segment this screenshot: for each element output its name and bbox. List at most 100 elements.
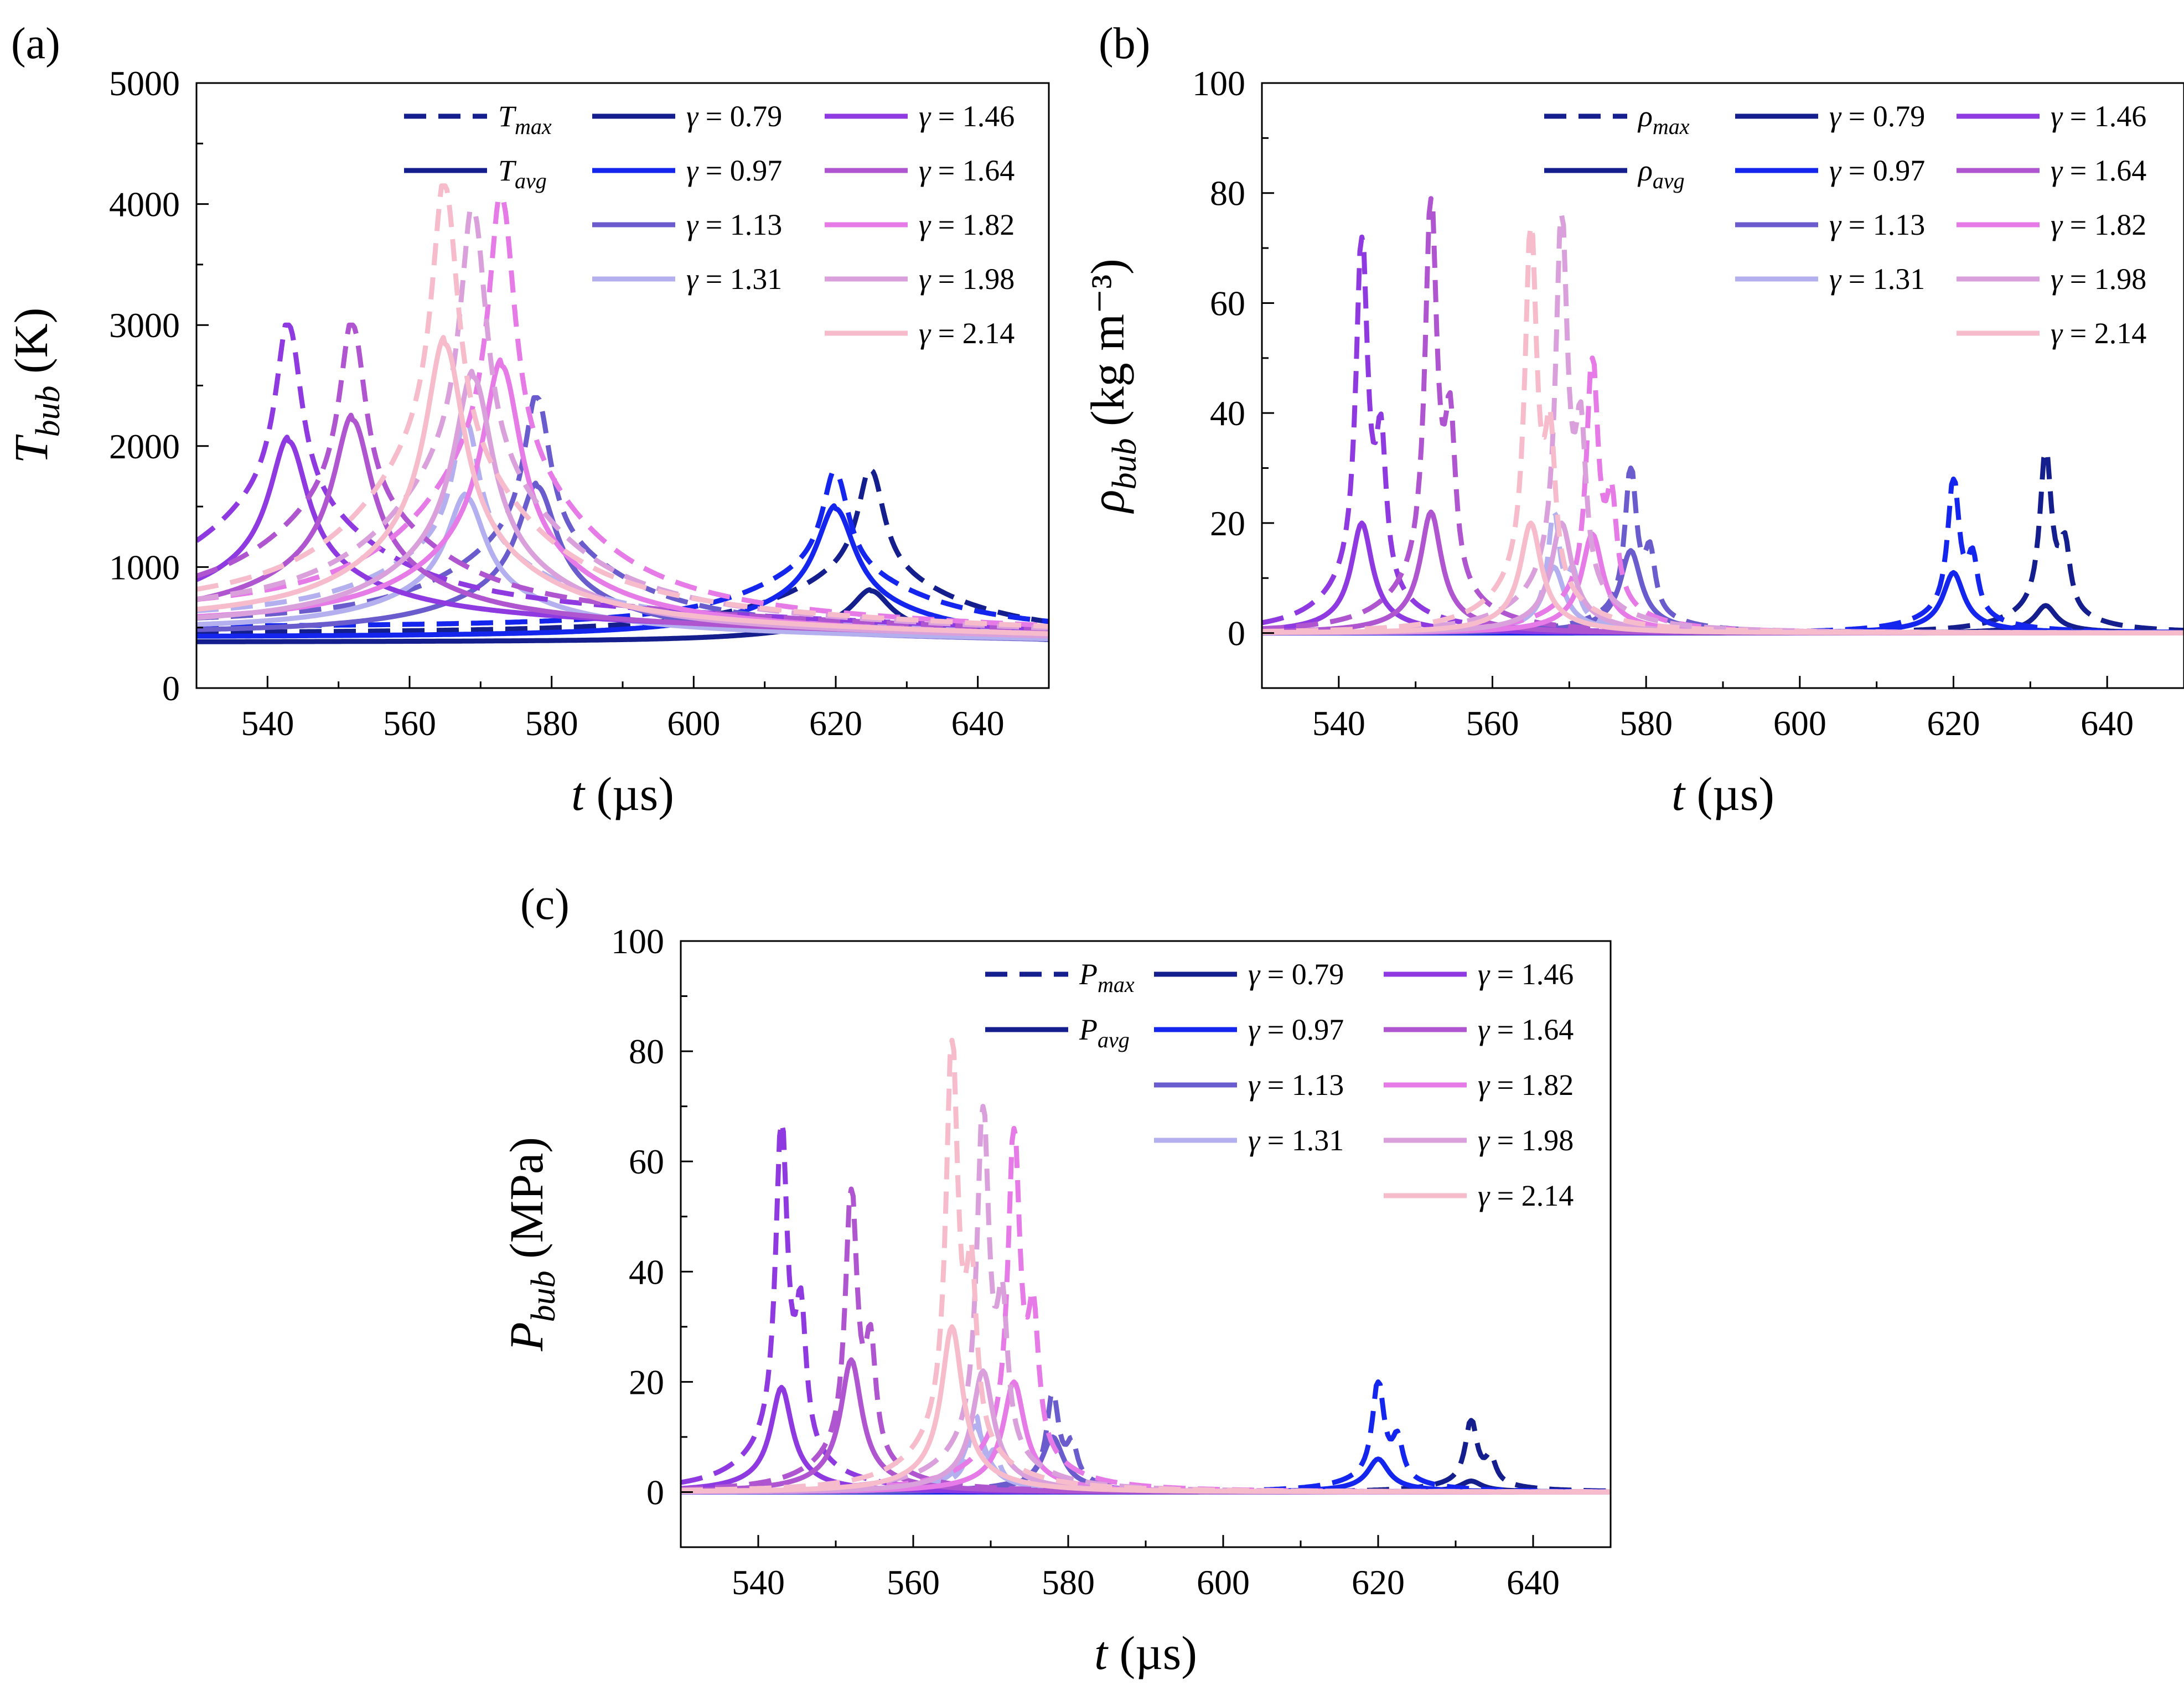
legend-label-gamma-1.31: γ = 1.31 [686,262,782,296]
y-tick-label: 60 [629,1142,664,1181]
series-avg-gamma-1.46 [681,1384,1611,1495]
series-avg-gamma-2.14 [1262,520,2184,635]
series-max-gamma-1.82 [1262,355,2184,635]
legend-label-gamma-2.14: γ = 2.14 [919,317,1015,350]
x-tick-label: 580 [1042,1563,1095,1602]
series-avg-gamma-2.14 [196,335,1049,637]
legend-label-gamma-1.13: γ = 1.13 [686,208,782,241]
y-tick-label: 20 [1210,504,1245,543]
series-max-gamma-2.14 [196,183,1049,629]
legend-label-gamma-0.79: γ = 0.79 [686,100,782,133]
series-max-gamma-1.98 [1262,213,2184,635]
chart-panel-a: 540 560 580 600 620 640 0 1000 2000 3000 4000 5000 t… [4,19,1050,820]
legend-label-gamma-1.31: γ = 1.31 [1829,262,1925,296]
axes-frame [1261,82,2184,689]
legend-label-gamma-1.64: γ = 1.64 [919,154,1015,187]
x-tick-label: 640 [2081,704,2134,743]
plot-area [196,183,1049,644]
x-tick-label: 600 [1197,1563,1250,1602]
x-tick-label: 560 [383,704,436,743]
x-tick-label: 580 [525,704,578,743]
series-max-gamma-2.14 [1262,223,2184,635]
x-tick-label: 540 [241,704,294,743]
chart-panel-c: 540 560 580 600 620 640 0 20 40 60 80 100 t (µs) Pbub… [500,880,1612,1679]
y-tick-label: 0 [646,1472,664,1512]
legend-label-gamma-1.46: γ = 1.46 [2051,100,2146,133]
x-tick-label: 620 [1927,704,1980,743]
y-tick-label: 1000 [109,547,180,587]
y-tick-label: 2000 [109,427,180,466]
x-tick-label: 540 [1312,704,1365,743]
legend-label-gamma-2.14: γ = 2.14 [2051,317,2146,350]
series-max-gamma-1.82 [196,195,1049,628]
legend-label-avg: ρavg [1637,154,1685,193]
x-tick-label: 560 [887,1563,940,1602]
x-tick-label: 560 [1466,704,1519,743]
legend-label-gamma-1.82: γ = 1.82 [1478,1068,1574,1102]
legend-label-gamma-1.98: γ = 1.98 [1478,1124,1574,1157]
legend-label-max: Tmax [498,100,552,139]
series-max-gamma-0.79 [196,468,1049,635]
x-tick-label: 580 [1619,704,1673,743]
legend-label-gamma-1.31: γ = 1.31 [1248,1124,1344,1157]
x-axis-label: t (µs) [571,767,674,820]
y-tick-label: 0 [162,669,180,708]
legend-label-gamma-2.14: γ = 2.14 [1478,1179,1574,1212]
legend-label-max: Pmax [1079,958,1135,997]
y-tick-label: 80 [1210,174,1245,213]
x-axis-label: t (µs) [1094,1626,1197,1679]
legend: Tmax Tavg γ = 0.79 γ = 0.97 γ = 1.13 γ = 1.31… [404,100,1015,350]
y-axis-label: ρbub (kg m⁻³) [1081,259,1143,514]
y-axis-label: Tbub (K) [4,308,67,464]
plot-area [681,1037,1611,1495]
panel-label: (b) [1099,19,1150,68]
legend-label-gamma-1.46: γ = 1.46 [1478,958,1574,991]
y-tick-label: 0 [1228,614,1245,653]
series-max-gamma-1.82 [681,1126,1611,1495]
series-avg-gamma-0.97 [196,503,1049,639]
y-tick-label: 80 [629,1032,664,1071]
x-tick-label: 620 [809,704,862,743]
x-tick-label: 640 [1507,1563,1560,1602]
legend-label-gamma-0.97: γ = 0.97 [686,154,782,187]
legend-label-gamma-1.82: γ = 1.82 [2051,208,2146,241]
y-tick-label: 100 [611,922,664,961]
panel-label: (a) [11,19,60,68]
legend-label-gamma-1.13: γ = 1.13 [1829,208,1925,241]
legend-label-gamma-0.79: γ = 0.79 [1248,958,1344,991]
x-tick-label: 600 [667,704,720,743]
legend-label-gamma-1.82: γ = 1.82 [919,208,1015,241]
series-avg-gamma-1.13 [1262,548,2184,635]
series-max-gamma-1.64 [681,1186,1611,1495]
x-tick-label: 620 [1352,1563,1405,1602]
legend-label-gamma-1.46: γ = 1.46 [919,100,1015,133]
y-tick-label: 40 [1210,394,1245,433]
series-max-gamma-1.64 [1262,196,2184,635]
series-max-gamma-1.98 [681,1104,1611,1495]
legend-label-gamma-1.13: γ = 1.13 [1248,1068,1344,1102]
legend-label-gamma-1.64: γ = 1.64 [1478,1013,1574,1046]
x-tick-label: 600 [1773,704,1826,743]
y-tick-label: 60 [1210,283,1245,323]
legend: ρmax ρavg γ = 0.79 γ = 0.97 γ = 1.13 γ = 1.31… [1544,100,2146,350]
legend-label-max: ρmax [1637,100,1690,139]
y-tick-label: 40 [629,1252,664,1291]
legend-label-gamma-0.97: γ = 0.97 [1829,154,1925,187]
x-axis-label: t (µs) [1671,767,1774,820]
legend-label-avg: Tavg [498,154,547,193]
y-tick-label: 4000 [109,185,180,224]
y-tick-label: 3000 [109,306,180,345]
x-tick-label: 540 [732,1563,785,1602]
legend: Pmax Pavg γ = 0.79 γ = 0.97 γ = 1.13 γ = 1.31… [985,958,1574,1212]
plot-area [1262,196,2184,636]
legend-label-gamma-1.98: γ = 1.98 [2051,262,2146,296]
series-max-gamma-2.14 [681,1037,1611,1495]
legend-label-avg: Pavg [1079,1013,1130,1052]
chart-panel-b: 540 560 580 600 620 640 0 20 40 60 80 100 t (µs) ρbub… [1081,19,2184,820]
legend-label-gamma-0.97: γ = 0.97 [1248,1013,1344,1046]
legend-label-gamma-1.98: γ = 1.98 [919,262,1015,296]
y-tick-label: 20 [629,1362,664,1402]
panel-label: (c) [520,880,570,929]
